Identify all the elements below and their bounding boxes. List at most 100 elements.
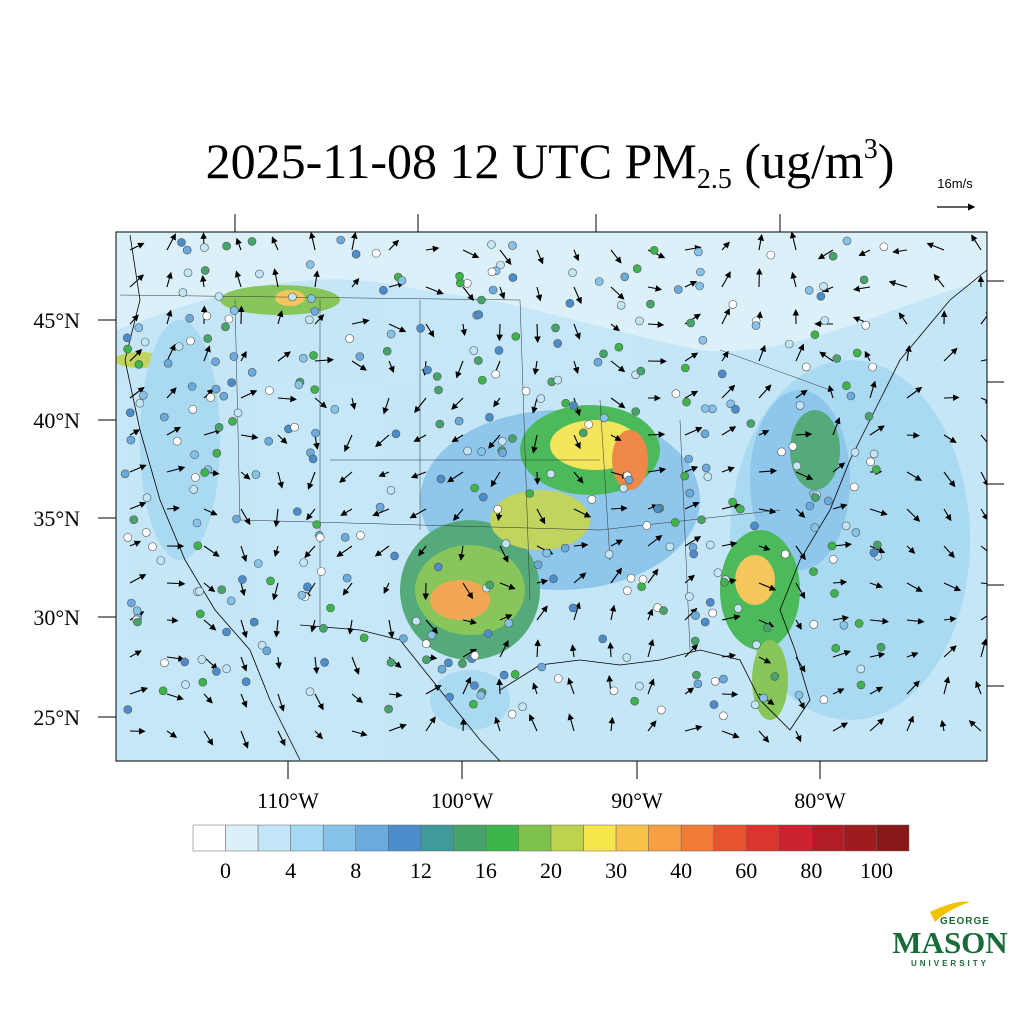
station	[733, 604, 743, 613]
wind-arrow	[832, 722, 849, 732]
wind-arrow	[869, 651, 886, 659]
wind-arrow	[493, 397, 501, 408]
station	[604, 549, 614, 559]
wind-arrow	[533, 471, 541, 485]
station	[411, 616, 421, 626]
colorbar-box	[583, 824, 617, 852]
station	[304, 315, 314, 325]
wind-arrow	[906, 508, 921, 522]
station	[478, 492, 488, 502]
wind-arrow	[200, 275, 207, 288]
wind-arrow	[933, 273, 945, 288]
station	[308, 454, 318, 464]
station	[518, 702, 527, 712]
station	[200, 266, 210, 275]
station	[305, 260, 315, 269]
wind-arrow	[458, 545, 465, 561]
wind-arrow	[536, 508, 546, 525]
wind-arrow	[610, 397, 626, 409]
wind-arrow	[795, 343, 805, 362]
wind-arrow	[460, 323, 468, 336]
wind-arrow	[789, 232, 797, 251]
wind-arrow	[906, 582, 923, 592]
wind-arrow	[610, 539, 624, 547]
station	[134, 323, 144, 333]
lon-label: 100°W	[431, 788, 494, 813]
wind-arrow	[129, 574, 147, 584]
wind-arrow	[347, 619, 354, 635]
station	[160, 658, 169, 668]
wind-arrow	[684, 466, 699, 473]
wind-arrow	[536, 605, 548, 621]
station	[476, 690, 486, 700]
station	[708, 608, 718, 618]
wind-arrow	[275, 656, 282, 670]
station	[498, 448, 508, 458]
station	[690, 636, 700, 646]
wind-arrow	[240, 693, 248, 708]
station	[379, 285, 388, 295]
station	[290, 422, 299, 432]
colorbar-box	[192, 824, 226, 852]
wind-vectors	[129, 232, 987, 749]
wind-arrow	[425, 323, 435, 338]
colorbar-box	[225, 824, 259, 852]
station	[470, 681, 479, 690]
station	[879, 242, 889, 252]
station	[854, 619, 864, 628]
wind-arrow	[610, 360, 626, 373]
station	[553, 339, 563, 348]
station	[298, 353, 308, 363]
wind-arrow	[795, 656, 806, 673]
station	[841, 521, 851, 531]
wind-arrow	[304, 545, 316, 559]
colorbar-box	[518, 824, 552, 852]
station	[219, 391, 229, 401]
wind-arrow	[277, 310, 284, 325]
wind-arrow	[129, 314, 139, 325]
wind-arrow	[975, 680, 982, 695]
station	[371, 248, 381, 258]
station	[750, 700, 760, 710]
station	[491, 369, 501, 379]
station	[217, 585, 226, 595]
station	[214, 292, 224, 301]
wind-arrow	[307, 471, 316, 490]
wind-arrow	[819, 351, 834, 362]
station	[158, 686, 168, 696]
wind-arrow	[968, 720, 982, 732]
wind-arrow	[721, 540, 738, 548]
colorbar-label: 12	[410, 858, 432, 883]
station	[832, 354, 842, 363]
station	[178, 288, 188, 297]
wind-arrow	[926, 242, 945, 251]
wind-arrow	[684, 644, 699, 658]
wind-arrow	[312, 656, 320, 675]
wind-arrow	[647, 285, 663, 292]
wind-arrow	[869, 582, 883, 589]
colorbar-box	[843, 824, 877, 852]
wind-arrow	[314, 356, 334, 364]
wind-arrow	[795, 730, 802, 743]
wind-arrow	[129, 540, 142, 547]
station	[511, 332, 521, 341]
station	[671, 389, 681, 398]
wind-arrow	[567, 677, 575, 695]
wind-arrow	[306, 508, 316, 521]
wind-arrow	[795, 619, 802, 630]
wind-arrow	[795, 471, 814, 480]
wind-arrow	[832, 649, 851, 658]
station	[185, 313, 194, 323]
station	[510, 669, 520, 679]
wind-arrow	[499, 614, 513, 621]
wind-arrow	[166, 465, 186, 473]
wind-arrow	[721, 466, 735, 473]
wind-arrow	[344, 434, 353, 453]
wind-arrow	[166, 580, 186, 587]
wind-arrow	[451, 434, 464, 443]
wind-arrow	[313, 270, 320, 288]
wind-arrow	[203, 656, 218, 670]
title-close: )	[878, 133, 895, 189]
station	[202, 311, 212, 321]
wind-arrow	[943, 676, 951, 695]
